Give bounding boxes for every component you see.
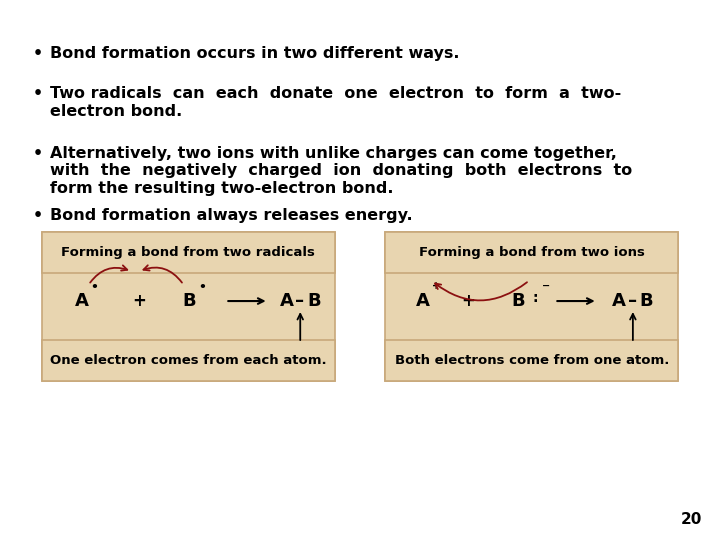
Text: Forming a bond from two ions: Forming a bond from two ions	[419, 246, 644, 259]
Text: –: –	[628, 292, 636, 310]
Text: Bond formation always releases energy.: Bond formation always releases energy.	[50, 208, 413, 223]
Text: •: •	[32, 46, 42, 61]
Text: Two radicals  can  each  donate  one  electron  to  form  a  two-
electron bond.: Two radicals can each donate one electro…	[50, 86, 621, 119]
Text: Alternatively, two ions with unlike charges can come together,
with  the  negati: Alternatively, two ions with unlike char…	[50, 146, 633, 195]
Bar	[42, 340, 335, 381]
Text: A: A	[612, 292, 626, 310]
Bar	[385, 232, 678, 273]
Text: B: B	[307, 292, 320, 310]
Text: B: B	[640, 292, 653, 310]
Text: •: •	[32, 208, 42, 223]
Bar	[385, 232, 678, 381]
Text: B: B	[183, 292, 196, 310]
Text: :: :	[533, 292, 539, 305]
Text: –: –	[295, 292, 304, 310]
Text: +: +	[132, 292, 146, 310]
Text: •: •	[199, 281, 206, 294]
Text: A: A	[279, 292, 294, 310]
Text: •: •	[32, 86, 42, 102]
Text: A: A	[74, 292, 89, 310]
Text: +: +	[431, 281, 440, 291]
Text: One electron comes from each atom.: One electron comes from each atom.	[50, 354, 327, 367]
Text: A: A	[415, 292, 430, 310]
Bar	[42, 232, 335, 273]
Text: •: •	[32, 146, 42, 161]
Text: B: B	[512, 292, 525, 310]
Text: +: +	[461, 292, 475, 310]
Bar	[42, 232, 335, 381]
Text: Both electrons come from one atom.: Both electrons come from one atom.	[395, 354, 669, 367]
Text: −: −	[541, 281, 550, 291]
Text: Forming a bond from two radicals: Forming a bond from two radicals	[61, 246, 315, 259]
Text: Bond formation occurs in two different ways.: Bond formation occurs in two different w…	[50, 46, 460, 61]
Text: 20: 20	[680, 512, 702, 527]
Bar	[385, 340, 678, 381]
Text: •: •	[91, 281, 98, 294]
